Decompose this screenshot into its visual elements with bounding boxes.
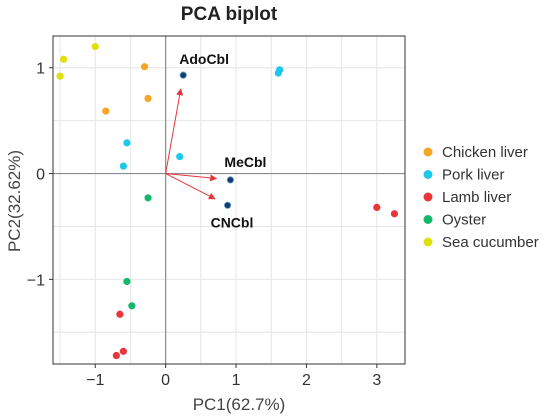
point-sea-cucumber xyxy=(56,72,64,80)
sample-points xyxy=(56,42,399,360)
point-oyster xyxy=(128,302,136,310)
y-tick-label: 1 xyxy=(36,61,45,78)
point-lamb-liver xyxy=(373,203,381,212)
legend-label-pork-liver: Pork liver xyxy=(442,167,505,184)
loading-label-adocbl: AdoCbl xyxy=(179,51,229,67)
x-tick-label: 2 xyxy=(302,372,311,389)
x-axis-label: PC1(62.7%) xyxy=(193,395,286,414)
grid-lines xyxy=(53,36,405,364)
legend-marker-chicken-liver xyxy=(423,147,433,157)
point-chicken-liver xyxy=(144,94,152,103)
loading-arrow-mecbl xyxy=(165,173,218,182)
point-oyster xyxy=(144,194,152,202)
point-lamb-liver xyxy=(119,347,127,355)
loading-label-cncbl: CNCbl xyxy=(211,214,254,230)
loading-point-adocbl xyxy=(179,71,187,79)
plot-frame xyxy=(52,35,406,365)
point-pork-liver xyxy=(274,69,282,77)
point-sea-cucumber xyxy=(59,55,68,63)
point-lamb-liver xyxy=(116,310,124,318)
legend-label-lamb-liver: Lamb liver xyxy=(442,189,511,206)
x-tick-label: 1 xyxy=(232,372,241,389)
loading-arrow-cncbl xyxy=(165,173,216,200)
x-tick-label: 3 xyxy=(372,372,381,389)
x-tick-label: −1 xyxy=(86,372,104,389)
loading-arrow-adocbl xyxy=(165,88,184,174)
y-axis-label: PC2(32.62%) xyxy=(5,150,24,252)
point-oyster xyxy=(123,277,131,286)
chart-title: PCA biplot xyxy=(181,4,278,25)
legend-marker-pork-liver xyxy=(423,170,433,179)
loading-point-cncbl xyxy=(223,201,232,209)
loading-label-mecbl: MeCbl xyxy=(224,154,266,170)
x-axis-ticks: −1 0 1 2 3 xyxy=(86,364,381,389)
legend-label-sea-cucumber: Sea cucumber xyxy=(442,234,539,251)
loading-arrows xyxy=(165,88,218,200)
legend-marker-oyster xyxy=(423,215,433,224)
loading-points: AdoCbl MeCbl CNCbl xyxy=(179,51,266,230)
loading-point-mecbl xyxy=(226,176,235,184)
x-tick-label: 0 xyxy=(161,372,170,389)
legend-label-oyster: Oyster xyxy=(442,212,486,229)
legend-marker-sea-cucumber xyxy=(423,237,433,247)
point-pork-liver xyxy=(119,162,127,170)
point-sea-cucumber xyxy=(91,42,99,51)
y-axis-ticks: −1 0 1 xyxy=(27,61,53,289)
point-pork-liver xyxy=(176,153,184,161)
zero-lines xyxy=(53,36,405,364)
point-lamb-liver xyxy=(390,210,399,218)
point-pork-liver xyxy=(123,139,131,147)
y-tick-label: −1 xyxy=(27,272,45,289)
legend: Chicken liver Pork liver Lamb liver Oyster S… xyxy=(423,144,539,251)
legend-marker-lamb-liver xyxy=(423,192,433,202)
y-tick-label: 0 xyxy=(36,167,45,184)
point-lamb-liver xyxy=(112,351,120,360)
point-chicken-liver xyxy=(102,107,110,115)
legend-label-chicken-liver: Chicken liver xyxy=(442,144,528,161)
point-chicken-liver xyxy=(140,63,149,71)
